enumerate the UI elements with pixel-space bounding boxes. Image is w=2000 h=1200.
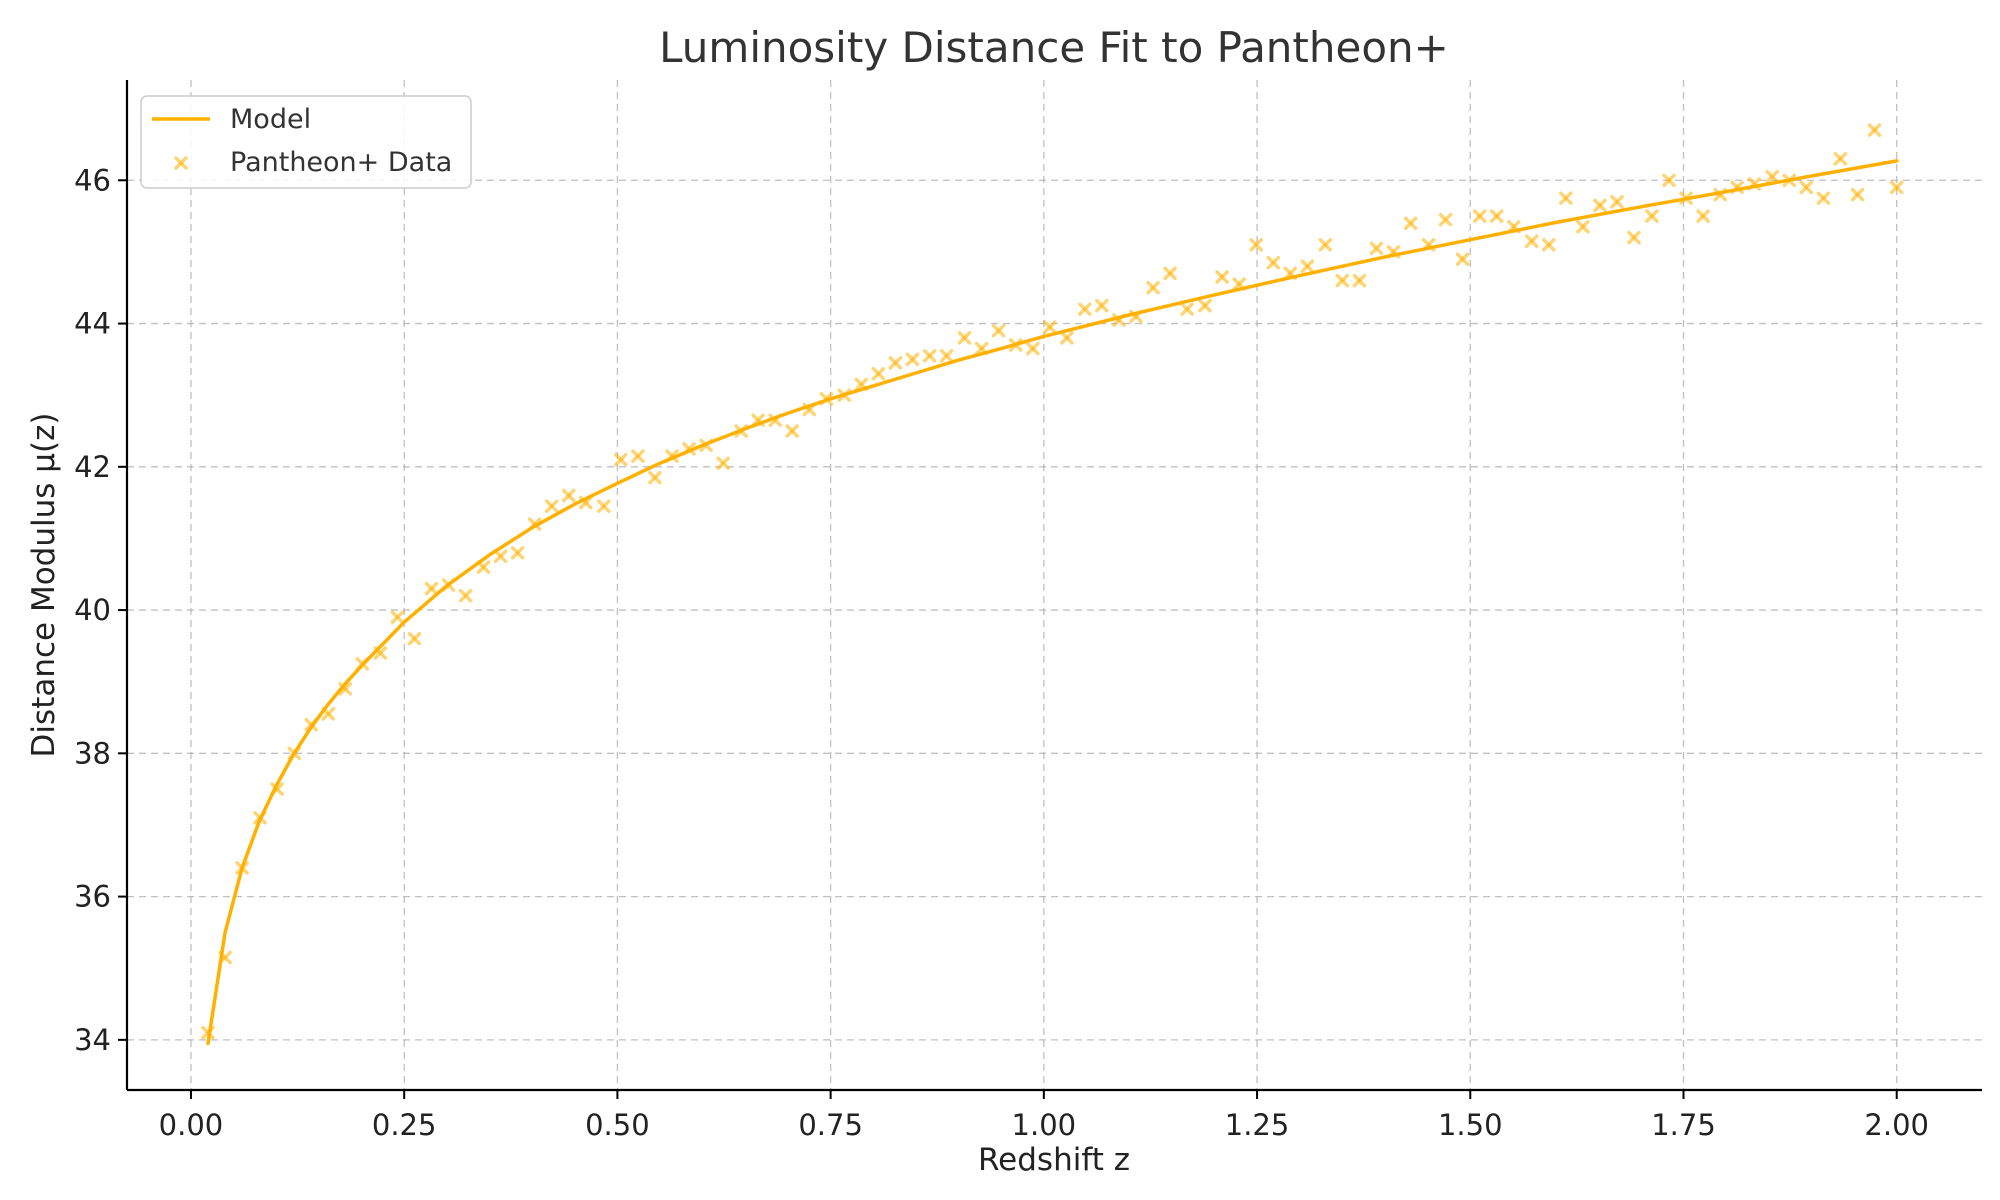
data-point [1867,123,1882,137]
data-point [424,581,439,596]
data-point [544,499,559,513]
x-tick-label: 0.25 [372,1108,437,1142]
data-point [407,631,422,646]
data-point [785,424,799,438]
data-point [922,349,937,363]
data-point [1576,220,1590,234]
data-point [1524,234,1539,248]
model-line [206,159,1899,1046]
y-tick-label: 46 [74,163,111,197]
data-point [1352,273,1367,288]
data-point [1043,320,1057,334]
legend-data-marker [174,156,188,170]
y-tick-label: 34 [74,1023,111,1057]
data-point [1438,212,1453,227]
y-tick-label: 40 [74,593,111,627]
legend-data-label: Pantheon+ Data [230,147,452,178]
x-tick-label: 1.50 [1438,1108,1503,1142]
data-point [631,449,645,463]
data-point [562,488,576,503]
data-point [390,610,405,624]
data-point [1146,280,1160,295]
data-point [510,546,525,560]
data-point [1472,209,1487,223]
legend: Model Pantheon+ Data [140,95,472,189]
data-point [1850,187,1865,202]
data-point [1593,198,1607,213]
data-point [1078,302,1092,316]
chart-title: Luminosity Distance Fit to Pantheon+ [659,23,1449,72]
data-point [871,366,886,381]
data-point [1095,298,1109,313]
data-point [1266,255,1281,270]
data-point [597,499,611,513]
data-point [888,356,903,370]
data-point [1610,195,1624,209]
data-point [1696,209,1710,223]
x-tick-label: 1.00 [1012,1108,1077,1142]
data-point [1300,259,1315,273]
legend-box [140,95,472,189]
data-point [1816,191,1831,205]
data-point [905,352,920,367]
data-layer [201,123,1904,1046]
data-point [1318,238,1333,252]
data-point [1215,270,1229,284]
data-point [1026,341,1040,356]
data-point [458,588,473,603]
data-point [957,331,972,345]
data-point [493,549,508,564]
x-tick-label: 0.50 [585,1108,650,1142]
data-point [614,452,628,467]
data-point [1489,209,1504,223]
x-tick-label: 1.25 [1225,1108,1290,1142]
legend-model-label: Model [230,104,311,135]
data-point [939,349,954,363]
data-point [1455,252,1470,266]
data-point [1249,238,1263,252]
data-point [1765,169,1779,184]
data-point [1198,298,1212,313]
data-point [1833,152,1848,166]
x-tick-label: 0.00 [159,1108,224,1142]
data-point [1335,273,1350,288]
data-point [716,456,730,470]
y-tick-label: 38 [74,736,111,770]
data-point [1403,216,1418,231]
data-point [1541,238,1556,252]
x-tick-label: 2.00 [1864,1108,1929,1142]
data-point [648,470,662,485]
x-tick-label: 1.75 [1651,1108,1716,1142]
data-point [1889,180,1904,195]
data-point [991,323,1006,338]
data-point [1662,173,1676,188]
axes-layer [125,80,1982,1092]
data-point [1163,266,1177,281]
data-point [1799,180,1814,195]
data-point [1645,209,1659,223]
x-tick-label: 0.75 [798,1108,863,1142]
data-point [1060,331,1074,345]
data-point [1559,191,1573,205]
data-point [1369,241,1384,256]
y-tick-label: 36 [74,880,111,914]
ticks-layer: 0.00 0.25 0.50 0.75 1.00 1.25 1.50 1.75 2.00 34 36… [74,163,1929,1142]
y-axis-label: Distance Modulus μ(z) [26,413,62,758]
y-tick-label: 42 [74,450,111,484]
x-axis-label: Redshift z [978,1142,1130,1178]
y-tick-label: 44 [74,307,111,341]
data-point [1627,230,1641,245]
data-point [1180,302,1194,316]
grid-layer [127,80,1982,1090]
